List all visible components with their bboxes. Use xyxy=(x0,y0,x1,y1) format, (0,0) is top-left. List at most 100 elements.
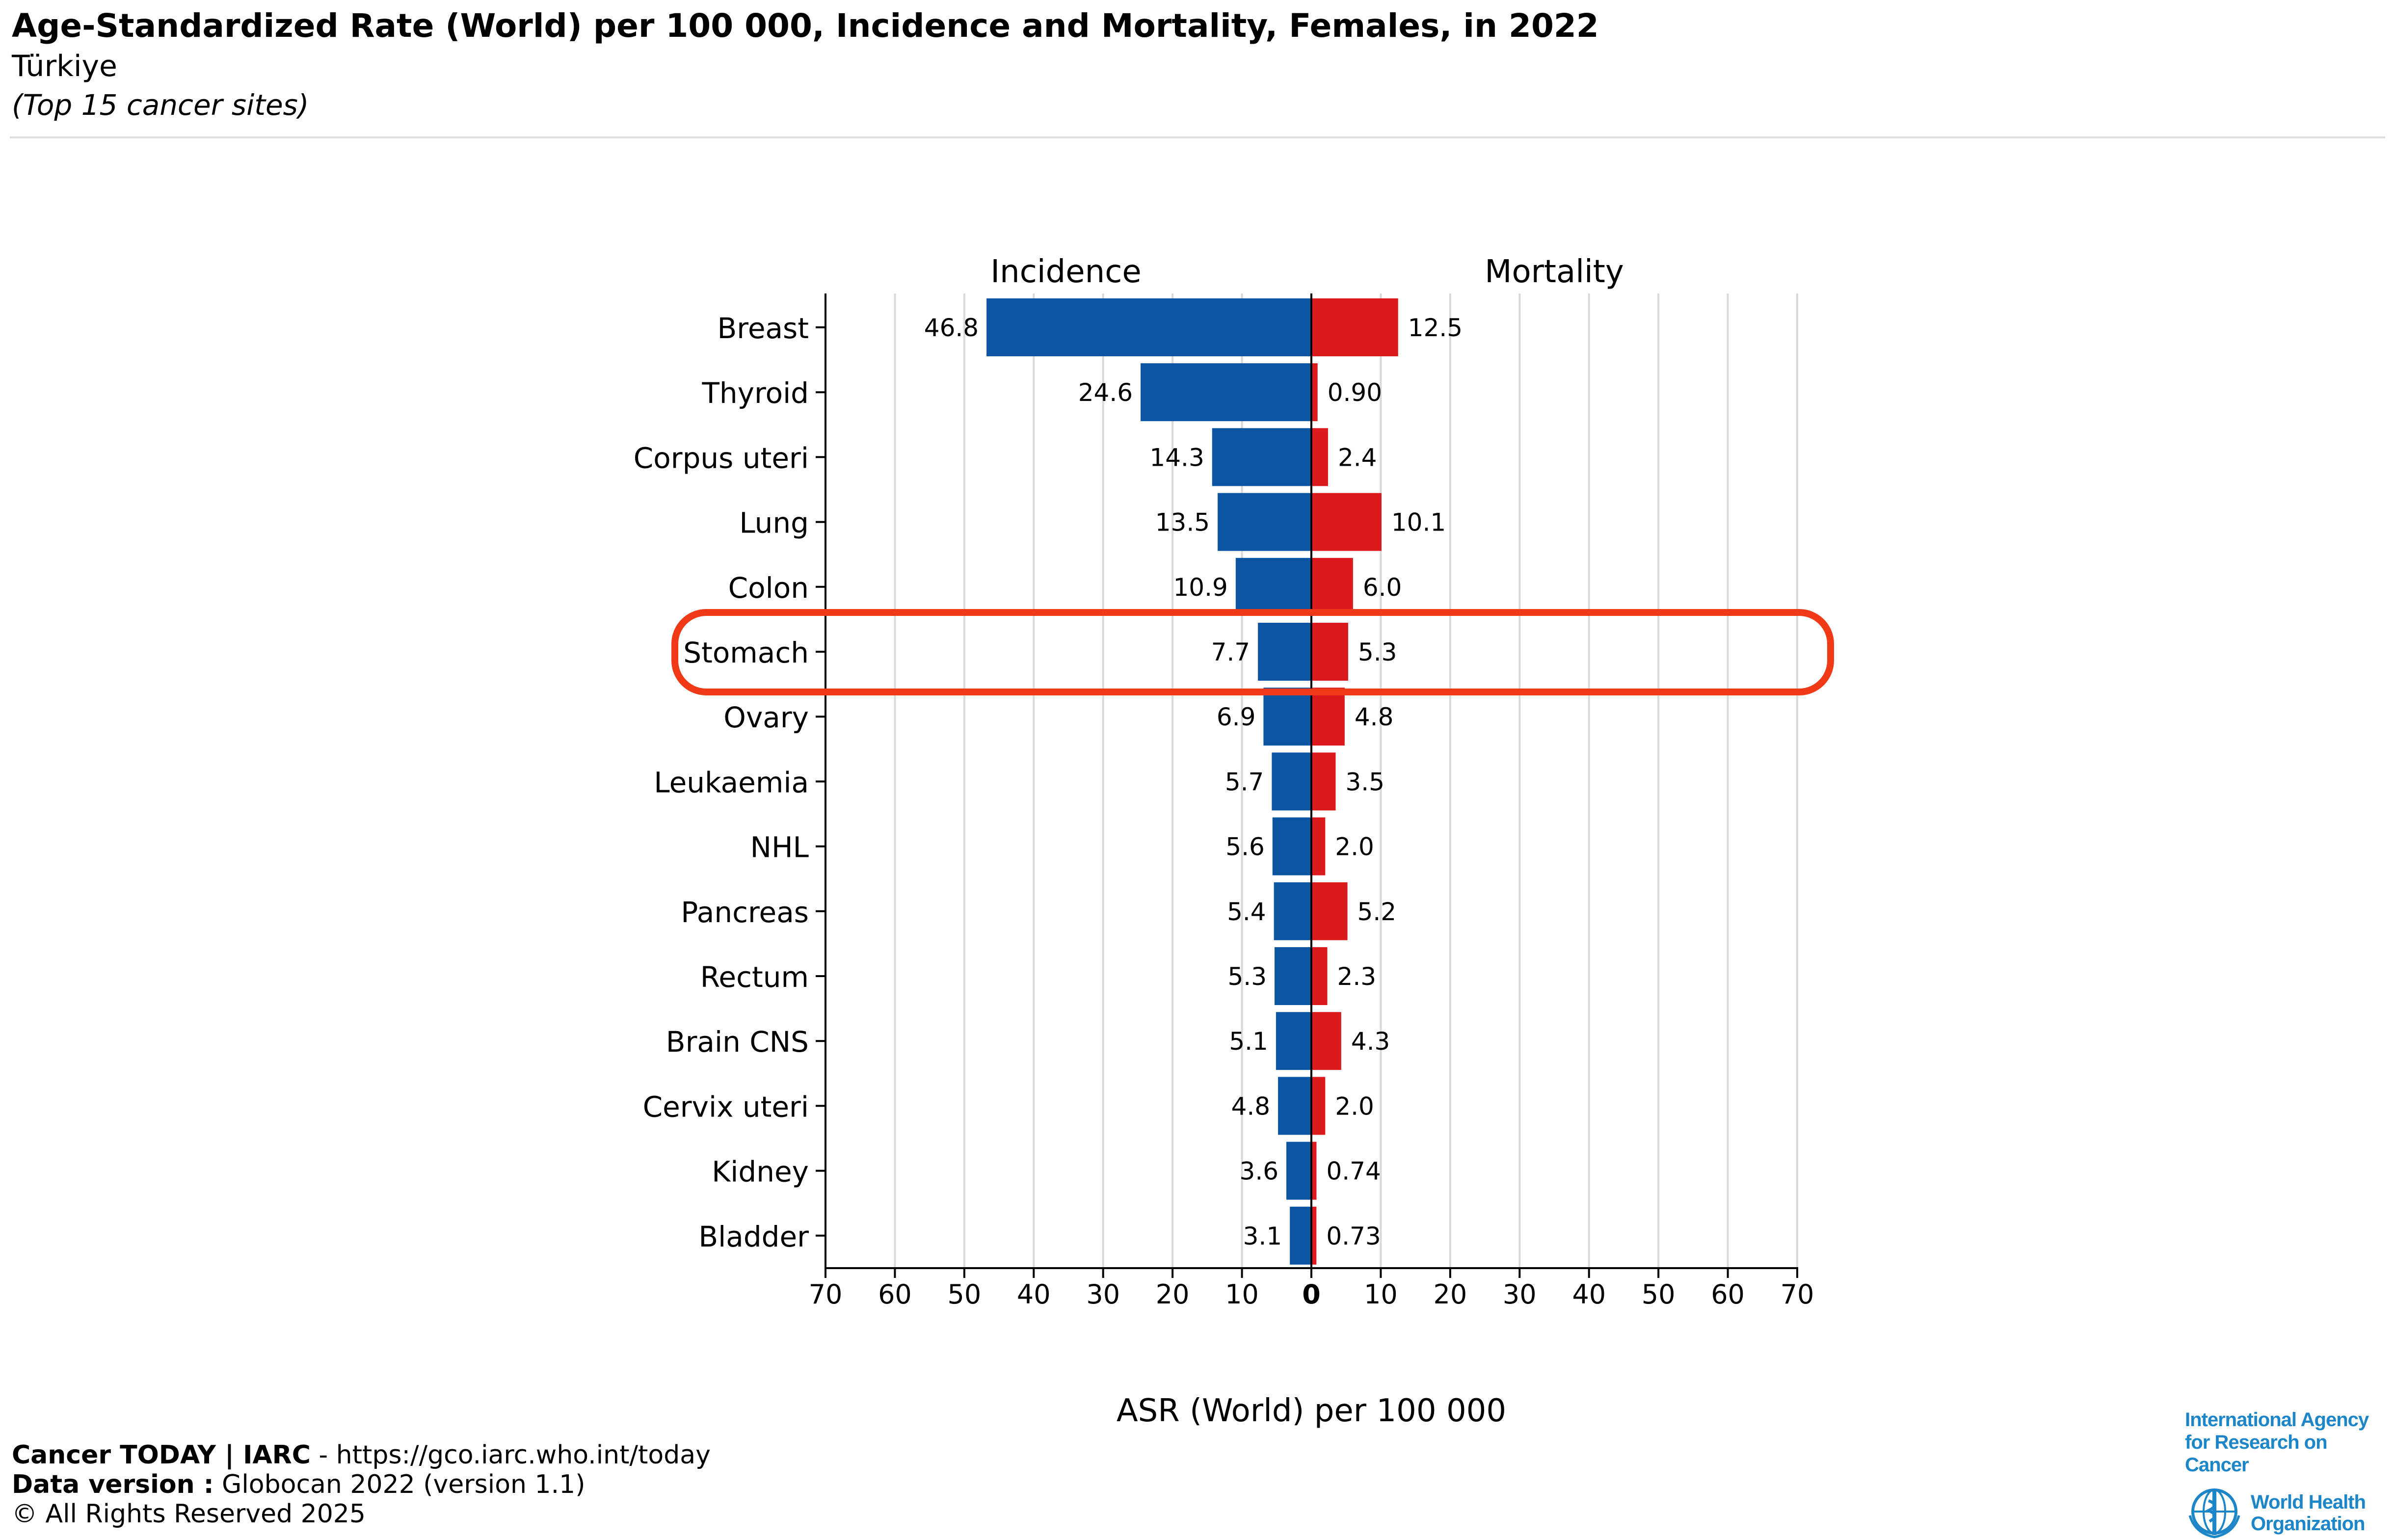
mortality-bar xyxy=(1311,947,1328,1005)
mortality-bar xyxy=(1311,1012,1341,1070)
incidence-bar xyxy=(1263,688,1311,746)
iarc-line-2: for Research on Cancer xyxy=(2185,1432,2328,1476)
footer-data-version-value: Globocan 2022 (version 1.1) xyxy=(213,1470,585,1499)
incidence-value-label: 3.1 xyxy=(1243,1222,1282,1250)
chart-note: (Top 15 cancer sites) xyxy=(12,88,309,122)
x-tick-label: 60 xyxy=(1711,1279,1745,1310)
footer-source-brand: Cancer TODAY | IARC xyxy=(12,1440,311,1470)
footer-copyright: © All Rights Reserved 2025 xyxy=(12,1499,366,1529)
incidence-bar xyxy=(1235,558,1311,616)
incidence-value-label: 5.4 xyxy=(1227,898,1266,926)
mortality-value-label: 2.0 xyxy=(1335,833,1374,861)
series-header-incidence: Incidence xyxy=(990,254,1142,290)
category-label: Thyroid xyxy=(702,376,809,410)
who-logo-text: World Health Organization xyxy=(2251,1491,2366,1535)
mortality-value-label: 12.5 xyxy=(1408,314,1463,342)
x-tick-label: 40 xyxy=(1017,1279,1051,1310)
mortality-bar xyxy=(1311,493,1382,551)
chart-header: Age-Standardized Rate (World) per 100 00… xyxy=(12,5,1599,125)
mortality-bar xyxy=(1311,363,1318,422)
x-tick-label: 70 xyxy=(1781,1279,1814,1310)
incidence-bar xyxy=(1272,817,1311,876)
mortality-value-label: 5.2 xyxy=(1357,898,1397,926)
x-axis-title: ASR (World) per 100 000 xyxy=(1117,1393,1506,1429)
incidence-bar xyxy=(1276,1012,1311,1070)
chart-subtitle: Türkiye xyxy=(12,49,117,83)
mortality-bar xyxy=(1311,752,1336,811)
x-tick-label: 10 xyxy=(1364,1279,1398,1310)
incidence-value-label: 5.3 xyxy=(1228,962,1267,991)
mortality-bar xyxy=(1311,1206,1317,1265)
mortality-value-label: 2.0 xyxy=(1335,1092,1374,1120)
who-logo: World Health Organization xyxy=(2185,1486,2391,1540)
incidence-value-label: 14.3 xyxy=(1149,443,1204,472)
mortality-bar xyxy=(1311,817,1326,876)
incidence-value-label: 46.8 xyxy=(924,314,979,342)
incidence-value-label: 24.6 xyxy=(1078,378,1133,407)
mortality-bar xyxy=(1311,428,1328,486)
x-tick-label: 10 xyxy=(1225,1279,1259,1310)
incidence-bar xyxy=(1258,623,1311,681)
incidence-bar xyxy=(1274,882,1311,940)
incidence-value-label: 6.9 xyxy=(1217,703,1256,731)
incidence-bar xyxy=(986,298,1311,356)
category-label: Rectum xyxy=(700,960,809,994)
who-line-2: Organization xyxy=(2251,1513,2365,1535)
mortality-bar xyxy=(1311,1077,1326,1135)
x-tick-label: 20 xyxy=(1156,1279,1190,1310)
mortality-value-label: 4.8 xyxy=(1355,703,1394,731)
incidence-value-label: 7.7 xyxy=(1211,638,1251,666)
mortality-value-label: 0.74 xyxy=(1326,1157,1381,1186)
footer-data-version: Data version : Globocan 2022 (version 1.… xyxy=(12,1470,711,1499)
footer: Cancer TODAY | IARC - https://gco.iarc.w… xyxy=(12,1440,711,1529)
category-label: Ovary xyxy=(723,701,809,734)
mortality-value-label: 3.5 xyxy=(1346,768,1385,796)
mortality-value-label: 0.90 xyxy=(1328,378,1382,407)
x-tick-label: 20 xyxy=(1433,1279,1467,1310)
incidence-value-label: 5.6 xyxy=(1225,833,1265,861)
category-label: Colon xyxy=(728,571,809,605)
incidence-bar xyxy=(1218,493,1311,551)
x-tick-label: 70 xyxy=(809,1279,843,1310)
category-label: Breast xyxy=(717,312,809,345)
mortality-bar xyxy=(1311,298,1398,356)
incidence-value-label: 3.6 xyxy=(1240,1157,1279,1186)
category-label: Lung xyxy=(739,506,809,540)
incidence-value-label: 4.8 xyxy=(1231,1092,1271,1120)
category-label: Stomach xyxy=(683,636,809,669)
incidence-value-label: 5.1 xyxy=(1229,1027,1268,1056)
category-label: Bladder xyxy=(698,1220,809,1253)
mortality-bar xyxy=(1311,882,1348,940)
incidence-bar xyxy=(1286,1142,1311,1200)
x-tick-label: 60 xyxy=(878,1279,912,1310)
incidence-value-label: 5.7 xyxy=(1225,768,1264,796)
incidence-bar xyxy=(1290,1206,1311,1265)
category-label: Kidney xyxy=(712,1155,809,1189)
category-label: Brain CNS xyxy=(666,1025,809,1059)
x-tick-label: 0 xyxy=(1302,1279,1321,1310)
who-emblem-icon xyxy=(2188,1488,2240,1539)
mortality-value-label: 6.0 xyxy=(1363,573,1402,602)
incidence-bar xyxy=(1212,428,1311,486)
x-tick-label: 40 xyxy=(1572,1279,1606,1310)
highlight-box xyxy=(671,609,1834,695)
mortality-bar xyxy=(1311,688,1345,746)
incidence-bar xyxy=(1272,752,1311,811)
mortality-value-label: 5.3 xyxy=(1358,638,1397,666)
category-label: Pancreas xyxy=(681,896,809,929)
mortality-value-label: 2.4 xyxy=(1338,443,1377,472)
category-label: NHL xyxy=(750,831,809,864)
series-header-mortality: Mortality xyxy=(1485,254,1624,290)
incidence-value-label: 13.5 xyxy=(1155,508,1210,537)
x-tick-label: 30 xyxy=(1086,1279,1120,1310)
category-label: Cervix uteri xyxy=(643,1090,809,1123)
footer-source-url[interactable]: - https://gco.iarc.who.int/today xyxy=(310,1440,711,1470)
mortality-value-label: 0.73 xyxy=(1326,1222,1381,1250)
incidence-bar xyxy=(1278,1077,1311,1135)
mortality-value-label: 4.3 xyxy=(1351,1027,1390,1056)
x-tick-label: 30 xyxy=(1503,1279,1537,1310)
chart-title: Age-Standardized Rate (World) per 100 00… xyxy=(12,7,1599,45)
header-divider xyxy=(10,136,2385,138)
x-tick-label: 50 xyxy=(947,1279,981,1310)
